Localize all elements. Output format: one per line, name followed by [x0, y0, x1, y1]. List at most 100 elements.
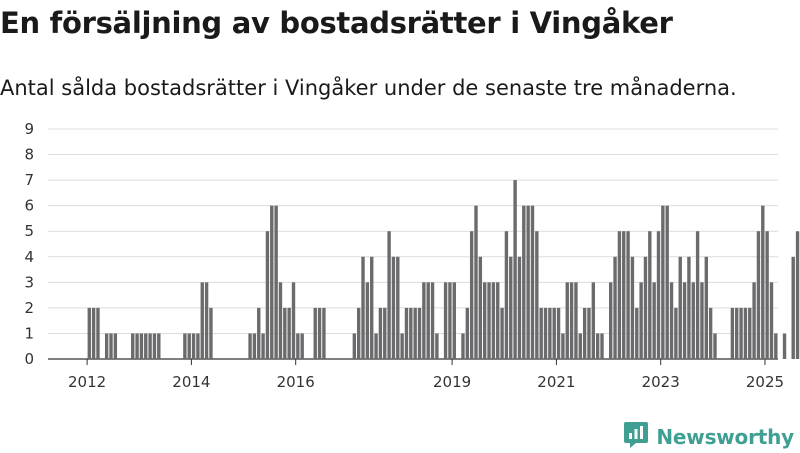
bar: [595, 333, 600, 359]
bar: [674, 307, 678, 359]
y-tick-label: 4: [24, 248, 34, 266]
brand-name: Newsworthy: [656, 425, 794, 449]
bar: [300, 333, 304, 359]
bar: [661, 205, 665, 359]
y-tick-label: 2: [24, 299, 34, 317]
bar: [548, 307, 552, 359]
y-tick-label: 5: [24, 222, 34, 240]
y-tick-label: 9: [24, 120, 34, 138]
bar: [417, 307, 422, 359]
bar: [452, 282, 456, 359]
bar: [430, 282, 435, 359]
bar: [270, 205, 274, 359]
bar: [556, 307, 561, 359]
bar: [626, 231, 630, 359]
bar: [365, 282, 370, 359]
bar: [257, 307, 261, 359]
bar: [157, 333, 161, 359]
bar: [635, 307, 639, 359]
bar: [283, 307, 287, 359]
bar: [370, 256, 374, 359]
bar: [609, 282, 613, 359]
y-tick-label: 8: [24, 146, 34, 164]
bar: [135, 333, 139, 359]
bar: [700, 282, 704, 359]
bar: [139, 333, 144, 359]
bar: [756, 231, 761, 359]
bar: [478, 256, 483, 359]
bar: [791, 256, 795, 359]
bar: [748, 307, 752, 359]
chart-subtitle: Antal sålda bostadsrätter i Vingåker und…: [0, 76, 737, 100]
bar: [526, 205, 530, 359]
newsworthy-logo-icon: [623, 421, 649, 453]
x-tick-label: 2019: [433, 373, 471, 391]
bar: [443, 282, 448, 359]
bar: [313, 307, 317, 359]
bar: [356, 307, 361, 359]
bar: [287, 307, 291, 359]
bar: [552, 307, 556, 359]
y-tick-label: 0: [24, 350, 34, 368]
bar: [396, 256, 400, 359]
bar: [591, 282, 596, 359]
x-tick-label: 2021: [537, 373, 575, 391]
bar: [735, 307, 739, 359]
bar: [530, 205, 535, 359]
bar: [704, 256, 708, 359]
bar: [204, 282, 209, 359]
bar: [296, 333, 300, 359]
bar: [630, 256, 635, 359]
bar: [695, 231, 700, 359]
bar: [691, 282, 695, 359]
bar: [578, 333, 582, 359]
bar: [96, 307, 100, 359]
bar: [409, 307, 413, 359]
bar: [87, 307, 91, 359]
bar: [374, 333, 378, 359]
bar: [131, 333, 135, 359]
bar: [352, 333, 357, 359]
x-tick-label: 2023: [642, 373, 680, 391]
bar: [565, 282, 569, 359]
bar: [617, 231, 622, 359]
bar: [539, 307, 543, 359]
bar: [387, 231, 391, 359]
bar: [795, 231, 800, 359]
bar: [104, 333, 109, 359]
bar: [500, 307, 504, 359]
bar: [261, 333, 265, 359]
bar: [187, 333, 191, 359]
bar: [274, 205, 278, 359]
bar: [774, 333, 778, 359]
bar: [109, 333, 113, 359]
bar: [582, 307, 587, 359]
bar: [404, 307, 409, 359]
bar: [265, 231, 270, 359]
bar: [491, 282, 496, 359]
bar: [487, 282, 491, 359]
bar: [622, 231, 626, 359]
bar: [248, 333, 252, 359]
bar: [739, 307, 743, 359]
bar: [200, 282, 204, 359]
bar: [252, 333, 257, 359]
bar: [687, 256, 691, 359]
x-tick-label: 2025: [746, 373, 784, 391]
y-tick-label: 3: [24, 273, 34, 291]
x-tick-label: 2012: [68, 373, 106, 391]
bar: [652, 282, 656, 359]
bar: [183, 333, 187, 359]
bar: [196, 333, 200, 359]
bar: [517, 256, 522, 359]
bar: [465, 307, 470, 359]
bar: [113, 333, 118, 359]
bar: [152, 333, 157, 359]
bar-chart: 012345678912012201420162019202120232025: [24, 120, 800, 391]
bar: [391, 256, 396, 359]
bar: [383, 307, 387, 359]
bar: [278, 282, 283, 359]
bar: [743, 307, 748, 359]
bar: [543, 307, 548, 359]
bar: [91, 307, 96, 359]
